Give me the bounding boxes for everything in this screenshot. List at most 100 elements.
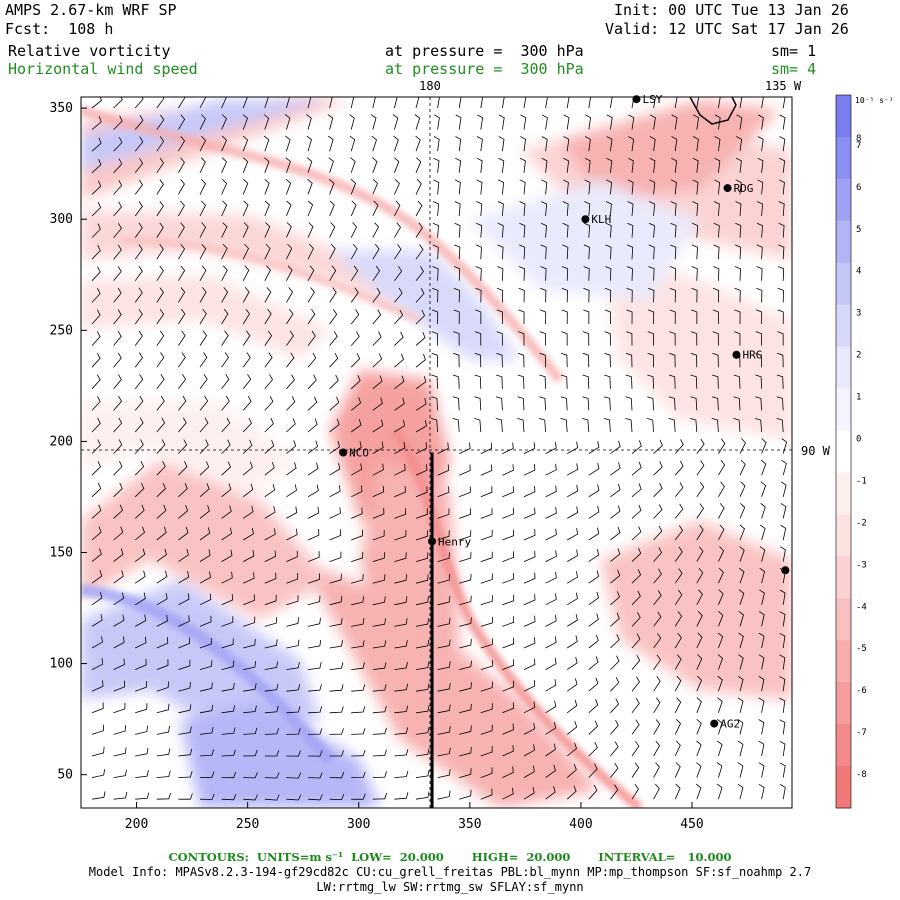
wind-barb <box>714 157 721 173</box>
wind-barb <box>738 610 744 627</box>
wind-barb <box>91 266 101 282</box>
wind-barb <box>433 136 440 152</box>
wind-barb <box>156 136 165 152</box>
wind-barb <box>329 418 340 433</box>
wind-barb <box>584 157 591 173</box>
wind-barb <box>264 157 270 173</box>
wind-barb <box>563 136 570 152</box>
wind-barb <box>566 97 570 109</box>
wind-barb <box>759 524 766 541</box>
wind-barb <box>671 136 678 152</box>
wind-barb <box>631 483 642 498</box>
wind-barb <box>696 654 703 670</box>
wind-barb <box>696 589 703 605</box>
wind-barb <box>156 792 171 800</box>
wind-barb <box>518 309 525 325</box>
wind-barb <box>517 374 525 389</box>
wind-barb <box>394 265 403 282</box>
vorticity-wind-map: 180 135 W 90 W 200 250 300 350 400 450 501001… <box>50 79 894 832</box>
wind-barb <box>498 179 505 195</box>
wind-barb <box>738 589 745 605</box>
wind-barb <box>737 740 744 757</box>
wind-barb <box>583 244 590 260</box>
wind-barb <box>759 546 766 562</box>
wind-barb <box>734 244 742 260</box>
x-axis: 200 250 300 350 400 450 <box>125 802 704 832</box>
wind-barb <box>415 135 421 152</box>
wind-barb <box>519 222 526 238</box>
wind-barb <box>286 352 295 368</box>
wind-barb <box>242 417 252 433</box>
wind-barb <box>178 417 187 433</box>
wind-barb <box>758 675 765 692</box>
wind-barb <box>631 612 641 627</box>
station-dot <box>781 566 790 575</box>
wind-barb <box>692 201 699 217</box>
wind-barb <box>286 396 296 411</box>
wind-barb <box>452 374 460 389</box>
wind-barb <box>199 135 206 152</box>
wind-barb <box>453 309 460 325</box>
wind-barb <box>264 439 275 454</box>
wind-barb <box>199 505 210 519</box>
wind-barb <box>178 771 193 778</box>
wind-barb <box>718 460 726 476</box>
wind-barb <box>668 396 676 411</box>
wind-barb <box>603 418 611 433</box>
wind-barb <box>394 662 408 670</box>
wind-barb <box>582 418 590 433</box>
wind-barb <box>394 309 404 325</box>
wind-barb <box>243 727 258 735</box>
wind-barb <box>91 309 101 325</box>
wind-barb <box>351 793 366 800</box>
wind-barb <box>454 222 461 238</box>
wind-barb <box>286 595 299 606</box>
wind-barb <box>350 441 362 454</box>
wind-barb <box>610 784 619 800</box>
wind-barb <box>415 244 424 260</box>
lon-label-135w: 135 W <box>765 79 802 93</box>
wind-barb <box>734 309 741 325</box>
wind-barb <box>178 179 185 195</box>
wind-barb <box>696 675 703 692</box>
wind-barb <box>307 662 322 670</box>
wind-barb <box>307 639 322 649</box>
wind-barb <box>113 614 125 627</box>
wind-barb <box>497 222 504 238</box>
wind-barb <box>502 464 514 476</box>
wind-barb <box>134 592 146 606</box>
wind-barb <box>739 503 746 519</box>
wind-barb <box>696 762 702 778</box>
wind-barb <box>414 114 421 130</box>
wind-barb <box>91 791 106 800</box>
wind-barb <box>264 287 272 303</box>
wind-barb <box>221 682 235 692</box>
wind-barb <box>178 483 188 498</box>
wind-barb <box>433 114 440 130</box>
wind-barb <box>779 114 786 130</box>
wind-barb <box>585 114 592 130</box>
wind-barb <box>372 287 381 303</box>
wind-barb <box>455 157 462 173</box>
wind-barb <box>415 179 422 195</box>
wind-barb <box>372 749 387 757</box>
wind-barb <box>545 571 557 584</box>
wind-barb <box>156 614 168 627</box>
wind-barb <box>372 507 385 519</box>
wind-barb <box>394 331 404 346</box>
colorbar-swatch <box>836 556 851 599</box>
wind-barb <box>780 503 787 519</box>
wind-barb <box>605 222 612 238</box>
colorbar-swatch <box>836 766 851 809</box>
wind-barb <box>91 374 101 390</box>
wind-barb <box>480 767 493 778</box>
wind-barb <box>351 771 366 778</box>
wind-barb <box>647 352 654 368</box>
wind-barb <box>350 331 360 346</box>
wind-barb <box>523 485 536 498</box>
wind-barb <box>713 222 720 238</box>
wind-barb <box>415 639 430 649</box>
wind-barb <box>221 114 227 130</box>
wind-barb <box>91 97 102 109</box>
wind-barb <box>459 486 471 498</box>
